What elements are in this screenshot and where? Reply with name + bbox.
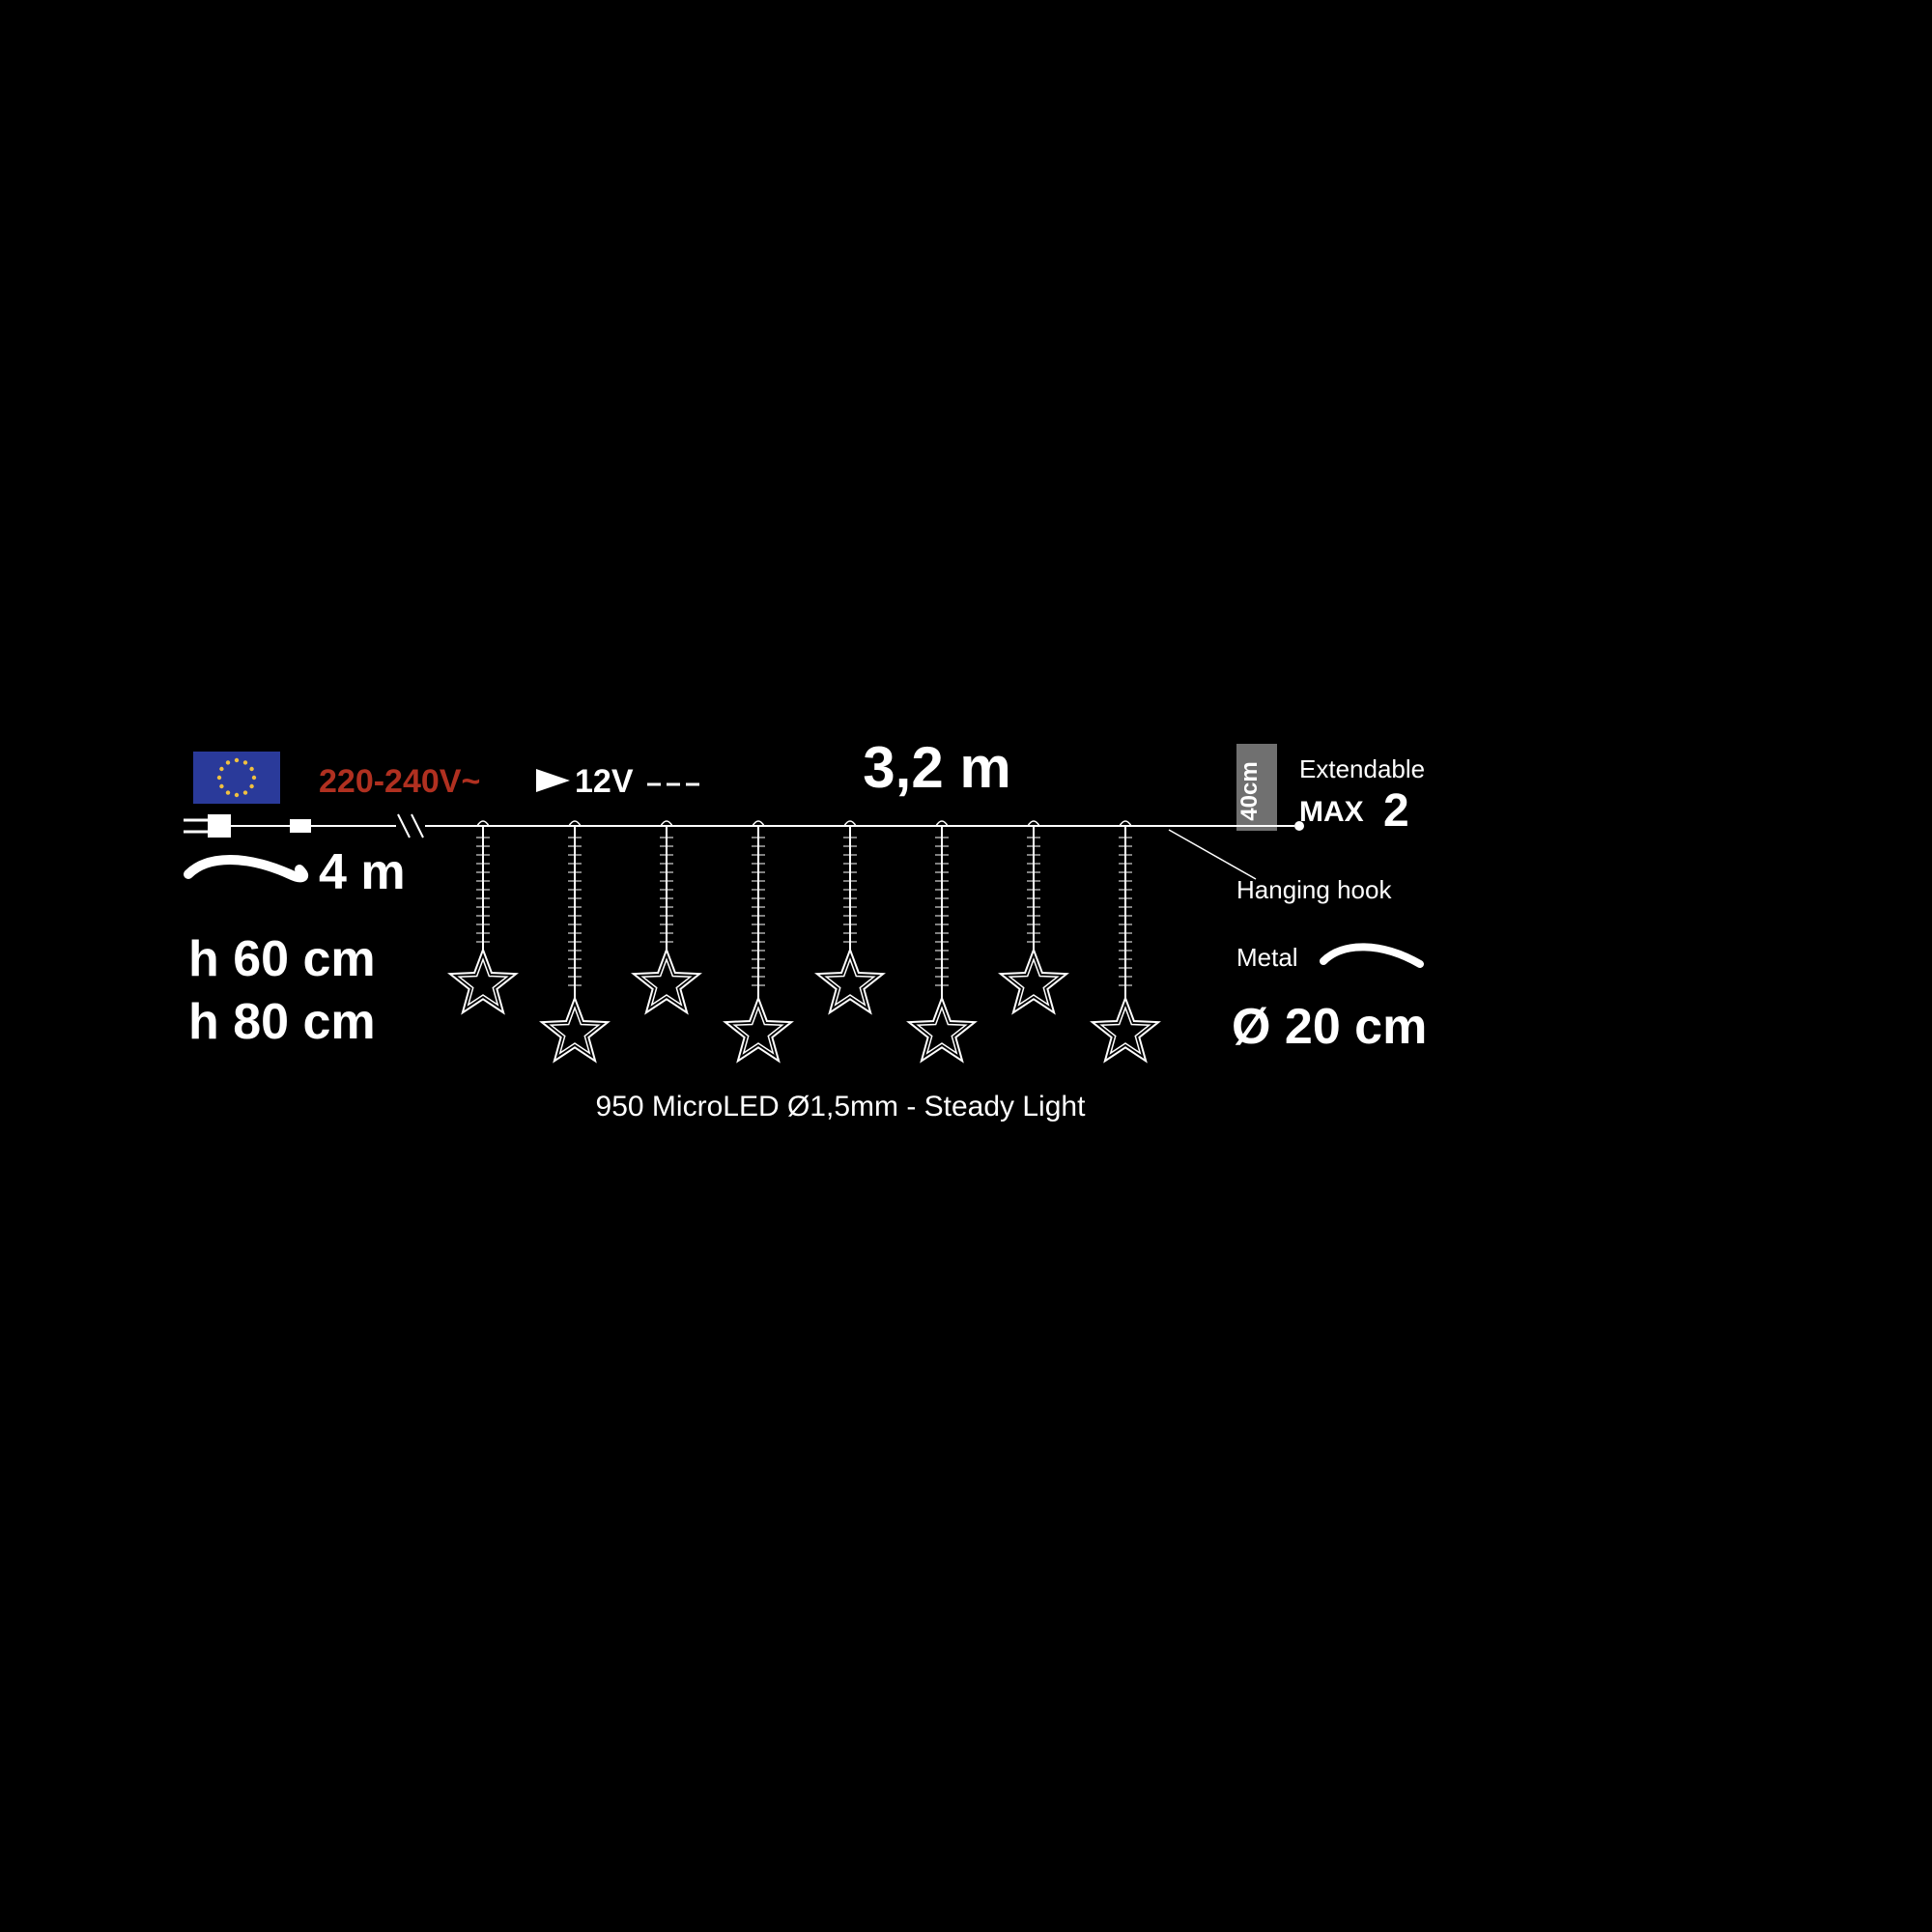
extendable-label: Extendable (1299, 754, 1425, 783)
lead-swoosh-icon (188, 860, 303, 877)
height-short-label: h 60 cm (188, 931, 376, 987)
spec-diagram: 220-240V~ 12V 3,2 m 40cm Extendable MAX 2 4 m Ha… (0, 0, 1932, 1932)
arrow-icon (536, 769, 570, 792)
led-spec-label: 950 MicroLED Ø1,5mm - Steady Light (596, 1091, 1087, 1122)
end-spacer-label: 40cm (1236, 761, 1263, 820)
plug-icon (208, 814, 231, 838)
height-long-label: h 80 cm (188, 994, 376, 1050)
metal-label: Metal (1236, 943, 1298, 972)
width-label: 3,2 m (863, 735, 1010, 800)
max-value: 2 (1383, 785, 1409, 837)
star-diameter-label: Ø 20 cm (1232, 999, 1427, 1055)
hanging-hook-label: Hanging hook (1236, 875, 1392, 904)
metal-swoosh-icon (1323, 947, 1420, 964)
lead-length-label: 4 m (319, 844, 406, 900)
voltage-in-label: 220-240V~ (319, 763, 480, 800)
voltage-out-label: 12V (575, 763, 634, 800)
max-label: MAX (1299, 796, 1364, 828)
